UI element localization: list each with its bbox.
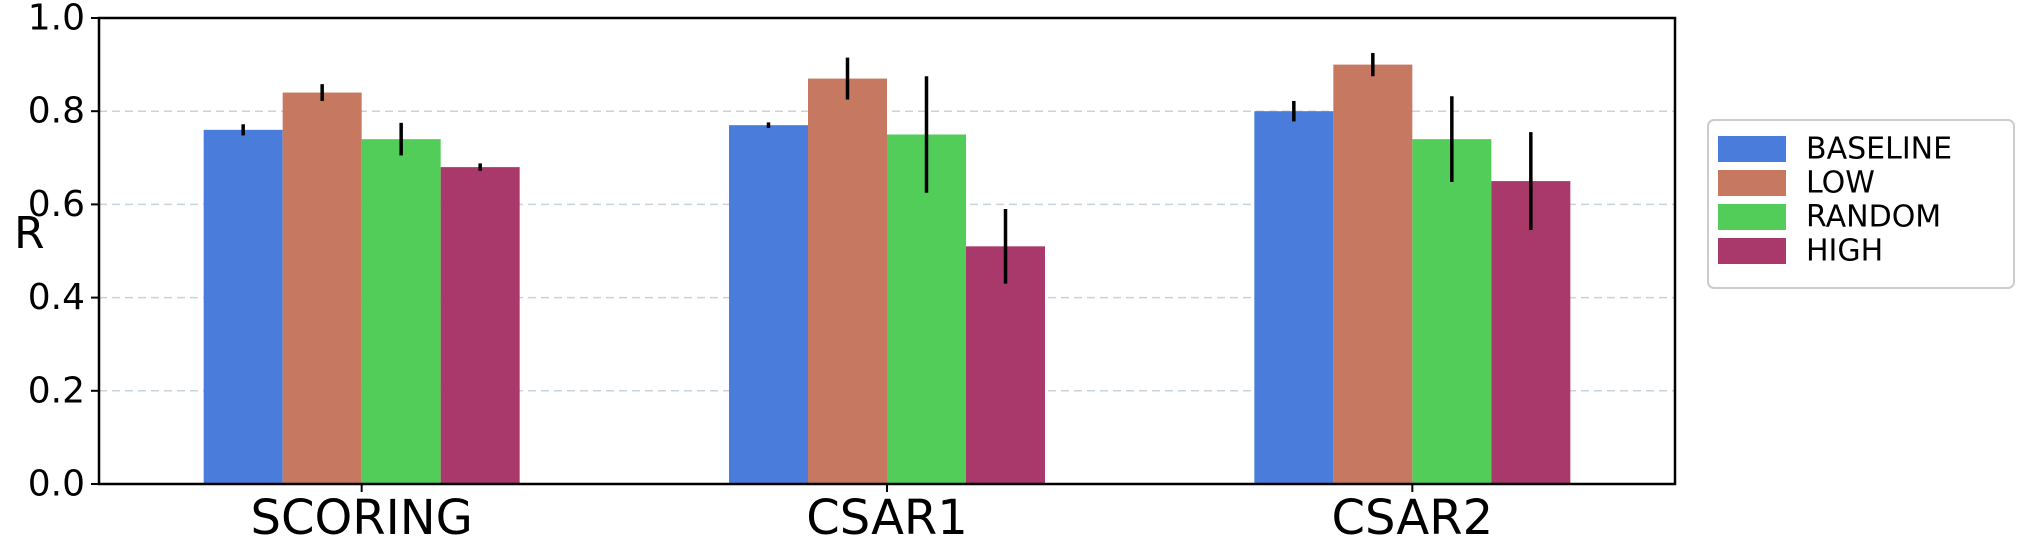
bar-low-csar1 (808, 78, 887, 484)
bar-baseline-scoring (203, 129, 283, 484)
y-tick-label: 0.4 (28, 277, 85, 318)
y-tick-label: 0.2 (28, 370, 85, 411)
y-tick-label: 0.8 (28, 91, 85, 132)
legend-label-high[interactable]: HIGH (1806, 234, 1883, 269)
x-tick-label: CSAR2 (1332, 490, 1494, 537)
legend-label-random[interactable]: RANDOM (1806, 200, 1941, 235)
bar-baseline-csar2 (1254, 111, 1334, 484)
legend-label-baseline[interactable]: BASELINE (1806, 132, 1952, 167)
legend-label-low[interactable]: LOW (1806, 166, 1875, 201)
x-tick-label: CSAR1 (806, 490, 968, 537)
legend-swatch-low (1718, 170, 1786, 196)
legend-swatch-random (1718, 204, 1786, 230)
legend-swatch-baseline (1718, 136, 1786, 162)
bar-random-csar2 (1412, 139, 1492, 484)
error-bars-group (241, 52, 1533, 284)
bar-high-csar1 (966, 246, 1045, 484)
bar-low-scoring (282, 92, 362, 484)
y-tick-label: 1.0 (28, 0, 85, 39)
bar-low-csar2 (1333, 64, 1413, 484)
y-axis-label: R (14, 208, 45, 259)
legend-swatch-high (1718, 238, 1786, 264)
bar-baseline-csar1 (729, 125, 808, 485)
x-tick-label: SCORING (250, 490, 472, 537)
x-axis: SCORING CSAR1 CSAR2 (250, 484, 1493, 537)
y-tick-label: 0.6 (28, 184, 85, 225)
y-tick-label: 0.0 (28, 464, 85, 505)
bar-high-csar2 (1491, 181, 1571, 484)
bars-group (203, 64, 1571, 485)
y-axis: 0.0 0.2 0.4 0.6 0.8 1.0 (28, 0, 99, 505)
bar-high-scoring (440, 167, 520, 484)
bar-random-scoring (361, 139, 441, 484)
